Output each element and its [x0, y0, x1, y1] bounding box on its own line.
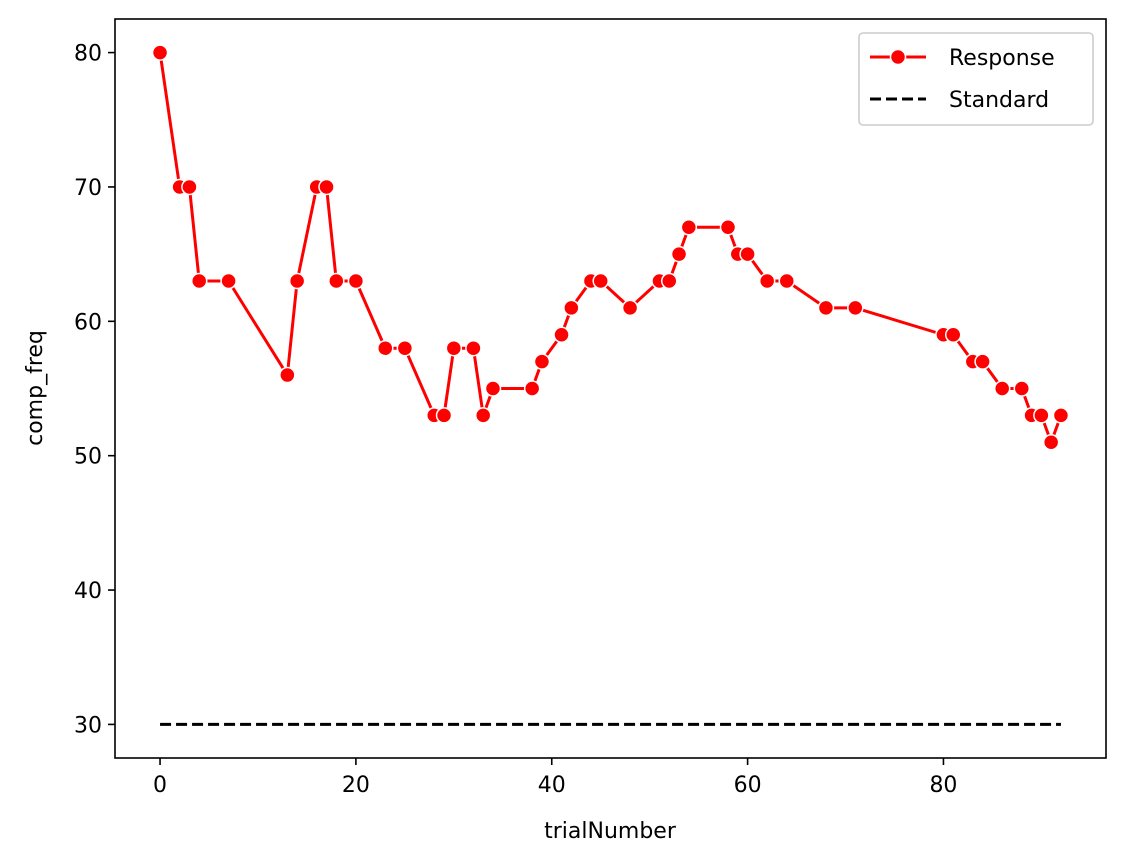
data-point	[318, 178, 335, 196]
y-tick-label: 80	[74, 42, 102, 67]
y-tick-label: 70	[74, 176, 102, 201]
data-point	[377, 339, 394, 357]
legend-marker-0	[889, 48, 907, 66]
y-tick-label: 40	[74, 579, 102, 604]
x-tick-label: 0	[153, 773, 167, 798]
x-tick-label: 80	[929, 773, 957, 798]
data-point	[347, 272, 365, 290]
data-point	[445, 339, 463, 357]
data-point	[847, 299, 864, 317]
data-point	[778, 272, 796, 290]
y-tick-label: 30	[74, 713, 102, 738]
data-point	[758, 272, 776, 290]
legend-label-1: Standard	[949, 88, 1049, 113]
data-point	[288, 272, 306, 290]
data-point	[1013, 380, 1031, 397]
data-point	[1052, 407, 1070, 424]
data-point	[974, 353, 991, 370]
data-point	[474, 407, 492, 424]
axes: 0 20 40 60 80 30 40 50 60 70 80	[74, 18, 1107, 798]
data-point	[661, 272, 678, 290]
x-axis-label: trialNumber	[544, 819, 677, 844]
data-point	[944, 326, 962, 343]
data-point	[592, 272, 609, 290]
data-point	[739, 245, 756, 263]
data-point	[670, 245, 688, 263]
legend: Response Standard	[858, 32, 1094, 126]
data-point	[533, 353, 551, 370]
data-point	[465, 339, 482, 357]
data-point	[190, 272, 208, 290]
data-point	[621, 299, 639, 317]
data-point	[817, 299, 835, 317]
legend-label-0: Response	[949, 46, 1055, 71]
data-point	[563, 299, 580, 317]
data-point	[993, 380, 1011, 397]
data-point	[484, 380, 502, 397]
plot-area	[151, 44, 1070, 726]
x-tick-label: 20	[342, 773, 370, 798]
data-point	[553, 326, 570, 343]
data-point	[220, 272, 237, 290]
data-point	[396, 339, 414, 357]
data-point	[719, 219, 737, 236]
plot-frame	[114, 18, 1107, 759]
data-point	[181, 178, 198, 196]
data-point	[680, 219, 698, 236]
data-point	[151, 44, 169, 61]
data-point	[435, 407, 453, 424]
data-point	[1033, 407, 1050, 424]
y-tick-label: 60	[74, 310, 102, 335]
data-point	[1042, 434, 1060, 451]
data-point	[279, 366, 296, 384]
x-tick-label: 60	[734, 773, 762, 798]
y-axis-label: comp_freq	[23, 330, 48, 446]
data-point	[328, 272, 345, 290]
y-tick-label: 50	[74, 445, 102, 470]
x-tick-label: 40	[538, 773, 566, 798]
data-point	[523, 380, 541, 397]
